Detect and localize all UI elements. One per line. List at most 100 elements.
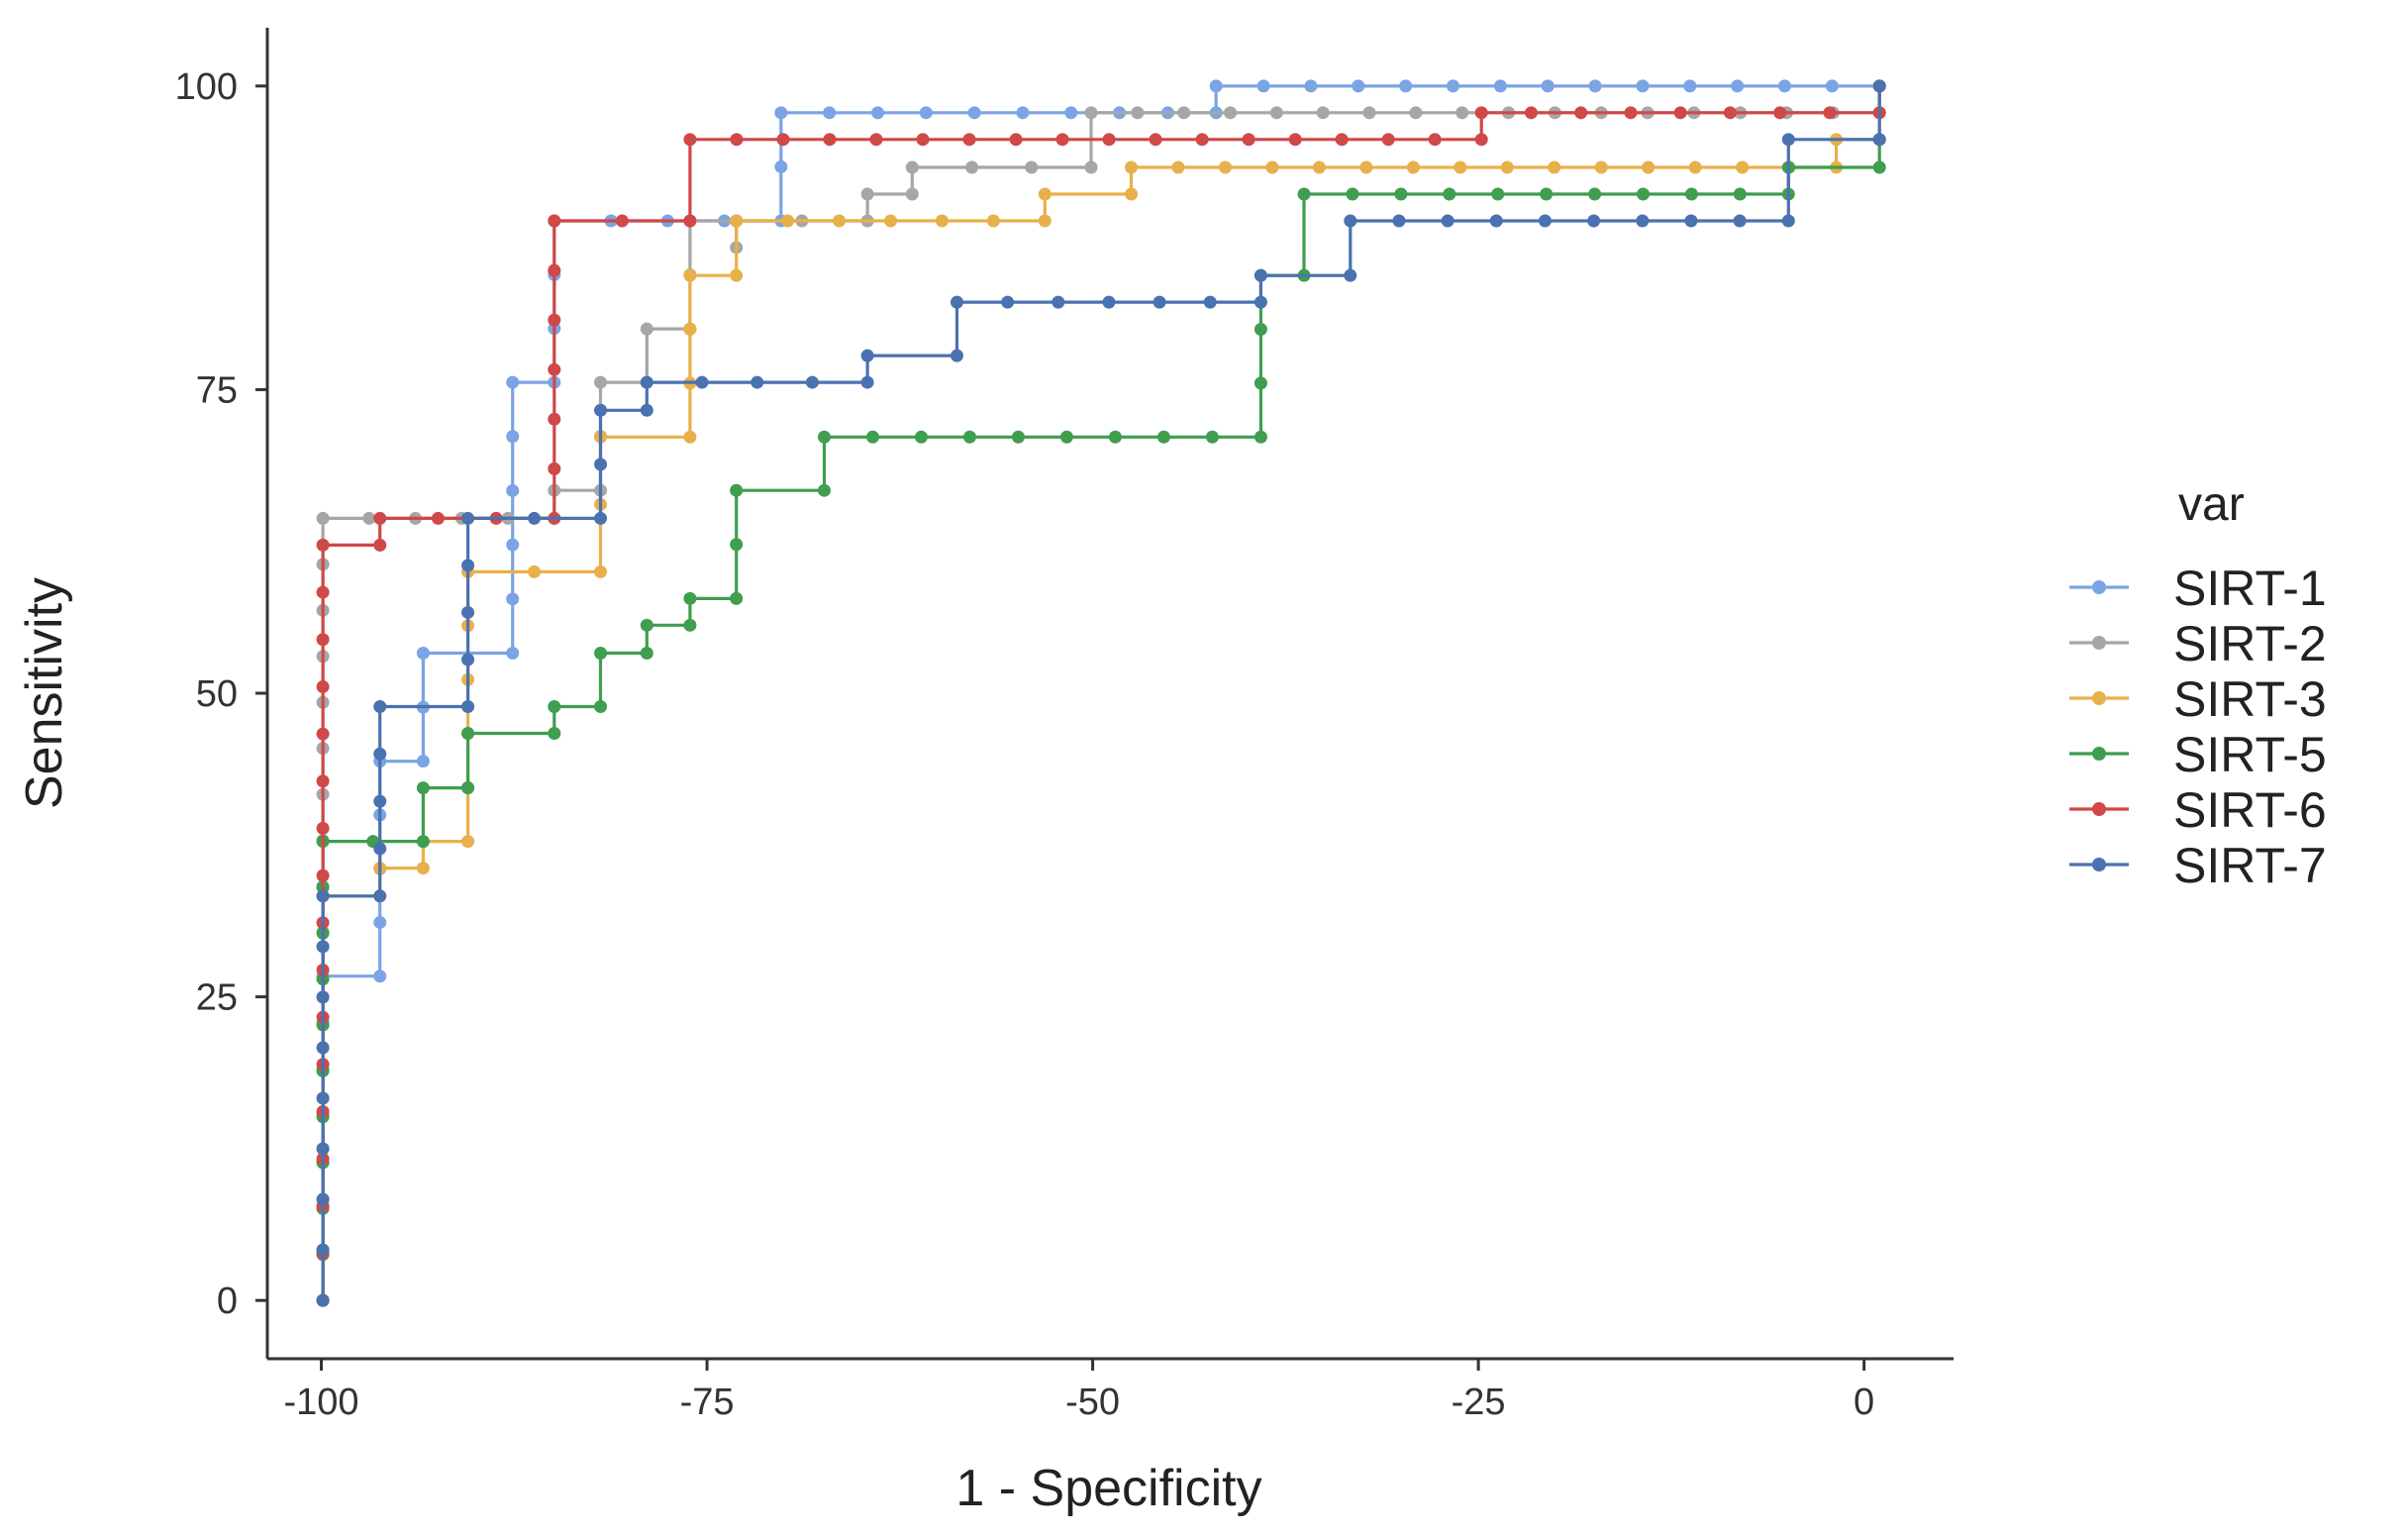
legend-label: SIRT-7 bbox=[2173, 838, 2327, 893]
data-point bbox=[506, 592, 520, 606]
data-point bbox=[1736, 160, 1750, 174]
data-point bbox=[594, 647, 608, 661]
data-point bbox=[1256, 79, 1270, 93]
data-point bbox=[683, 591, 697, 605]
data-point bbox=[1359, 160, 1373, 174]
data-point bbox=[883, 214, 897, 228]
legend-item-sirt-6: SIRT-6 bbox=[2069, 782, 2327, 838]
data-point bbox=[817, 430, 831, 444]
series-line bbox=[321, 85, 1881, 1301]
data-point bbox=[1823, 106, 1837, 120]
data-point bbox=[1394, 187, 1408, 201]
x-tick-label: -50 bbox=[1065, 1382, 1120, 1423]
data-point bbox=[1171, 160, 1185, 174]
data-point bbox=[1731, 79, 1745, 93]
data-point bbox=[373, 794, 387, 808]
data-point bbox=[1500, 160, 1514, 174]
data-point bbox=[373, 747, 387, 761]
data-point bbox=[1493, 79, 1507, 93]
data-point bbox=[730, 133, 744, 147]
data-point bbox=[776, 133, 790, 147]
data-point bbox=[860, 375, 874, 389]
data-point bbox=[316, 1293, 330, 1307]
data-point bbox=[373, 915, 387, 929]
data-point bbox=[1254, 295, 1267, 309]
data-point bbox=[865, 430, 879, 444]
data-point bbox=[935, 214, 949, 228]
legend-key-point bbox=[2092, 636, 2106, 650]
data-point bbox=[431, 511, 445, 525]
data-point bbox=[461, 605, 475, 619]
data-point bbox=[316, 633, 330, 647]
data-point bbox=[1125, 187, 1139, 201]
data-point bbox=[1540, 187, 1554, 201]
data-point bbox=[1684, 187, 1698, 201]
data-point bbox=[1636, 214, 1650, 228]
data-point bbox=[640, 322, 653, 336]
data-point bbox=[373, 511, 387, 525]
data-point bbox=[316, 511, 330, 525]
data-point bbox=[1541, 79, 1555, 93]
y-tick-label: 75 bbox=[196, 369, 238, 411]
data-point bbox=[1872, 133, 1886, 147]
legend-label: SIRT-2 bbox=[2173, 616, 2327, 671]
data-point bbox=[1288, 133, 1302, 147]
data-point bbox=[594, 375, 608, 389]
data-point bbox=[316, 774, 330, 788]
data-point bbox=[316, 679, 330, 693]
data-point bbox=[1489, 214, 1503, 228]
data-point bbox=[817, 483, 831, 497]
series-line bbox=[321, 139, 1881, 1301]
data-point bbox=[1265, 160, 1279, 174]
data-point bbox=[962, 430, 976, 444]
series-sirt-7 bbox=[316, 79, 1886, 1307]
data-point bbox=[1254, 376, 1267, 390]
data-point bbox=[1392, 214, 1406, 228]
data-point bbox=[1399, 79, 1413, 93]
data-point bbox=[461, 653, 475, 666]
data-point bbox=[1723, 106, 1737, 120]
data-point bbox=[1548, 160, 1561, 174]
data-point bbox=[373, 538, 387, 552]
data-point bbox=[548, 362, 561, 376]
data-point bbox=[1209, 79, 1223, 93]
data-point bbox=[461, 726, 475, 740]
data-point bbox=[1381, 133, 1395, 147]
data-point bbox=[373, 842, 387, 856]
data-point bbox=[528, 511, 542, 525]
legend-item-sirt-3: SIRT-3 bbox=[2069, 671, 2327, 727]
data-point bbox=[316, 1142, 330, 1156]
data-point bbox=[316, 1192, 330, 1206]
data-point bbox=[1084, 160, 1098, 174]
data-point bbox=[1362, 106, 1376, 120]
data-point bbox=[950, 295, 963, 309]
data-point bbox=[870, 106, 884, 120]
data-point bbox=[594, 699, 608, 713]
data-point bbox=[1777, 79, 1791, 93]
data-point bbox=[1304, 79, 1318, 93]
data-point bbox=[548, 214, 561, 228]
data-point bbox=[594, 458, 608, 471]
data-point bbox=[594, 511, 608, 525]
data-point bbox=[1491, 187, 1505, 201]
data-point bbox=[1205, 430, 1219, 444]
data-point bbox=[316, 821, 330, 835]
data-point bbox=[594, 564, 608, 578]
data-point bbox=[1312, 160, 1326, 174]
data-point bbox=[548, 461, 561, 475]
data-point bbox=[1055, 133, 1069, 147]
data-point bbox=[506, 538, 520, 552]
data-point bbox=[860, 349, 874, 362]
data-point bbox=[1441, 214, 1455, 228]
data-point bbox=[640, 647, 653, 661]
data-point bbox=[1038, 187, 1052, 201]
data-point bbox=[905, 160, 919, 174]
data-point bbox=[1588, 79, 1602, 93]
data-point bbox=[506, 483, 520, 497]
data-point bbox=[914, 430, 928, 444]
series-sirt-1 bbox=[316, 79, 1886, 1307]
data-point bbox=[1673, 106, 1687, 120]
x-tick-label: -25 bbox=[1452, 1382, 1506, 1423]
